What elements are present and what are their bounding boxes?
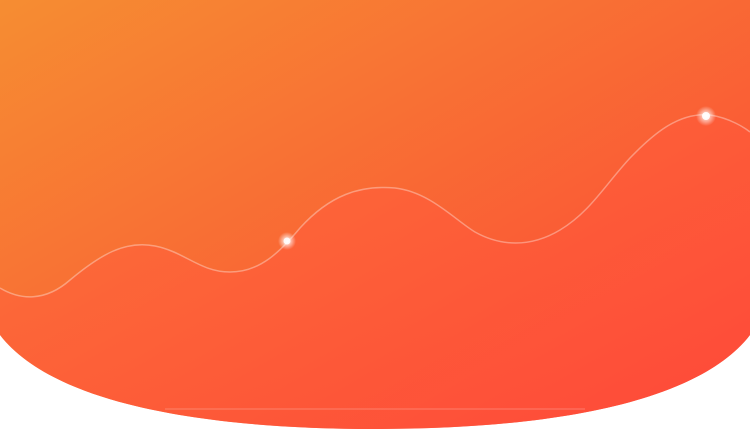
wave-point-left (278, 232, 296, 250)
wave-point-right (696, 106, 716, 126)
wave-line (0, 114, 750, 298)
wave-area (0, 114, 750, 429)
